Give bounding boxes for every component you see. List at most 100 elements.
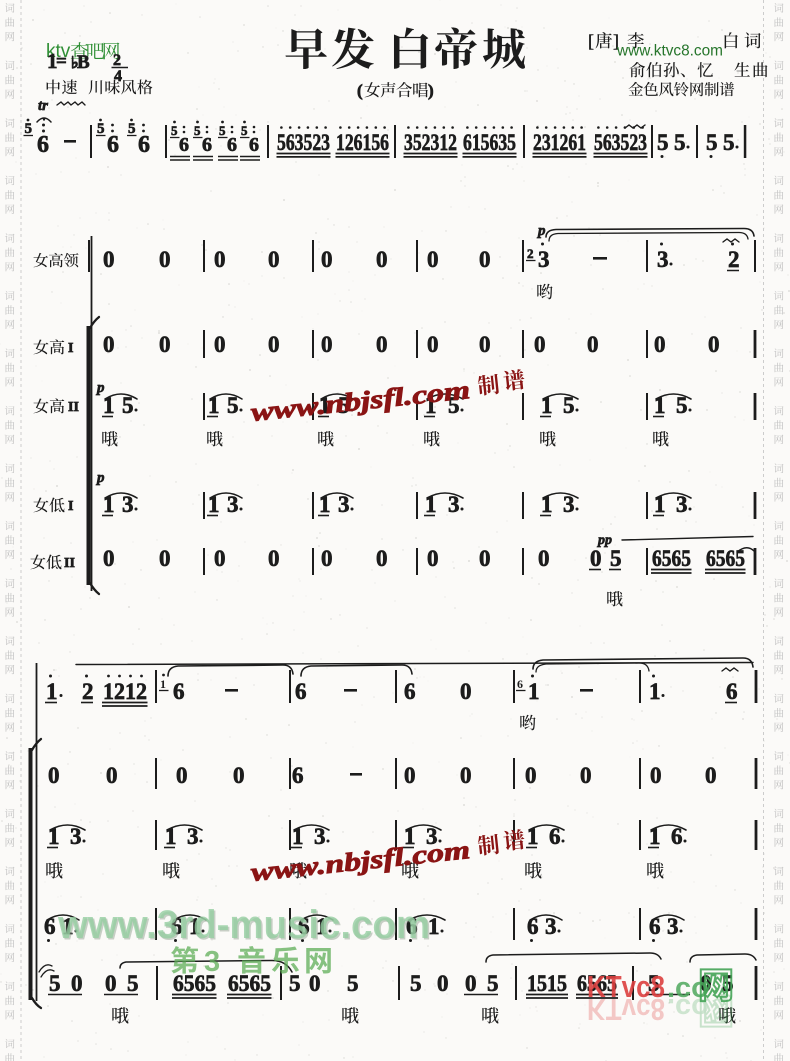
svg-text:5: 5 bbox=[448, 393, 460, 418]
svg-text:www.ktvc8.com: www.ktvc8.com bbox=[616, 43, 723, 60]
svg-text:0: 0 bbox=[71, 971, 83, 996]
svg-text:0: 0 bbox=[708, 332, 720, 357]
svg-text:p: p bbox=[536, 223, 546, 239]
svg-text:5: 5 bbox=[723, 130, 735, 155]
svg-text:6565: 6565 bbox=[173, 971, 216, 996]
svg-text:6: 6 bbox=[179, 134, 189, 156]
svg-text:5: 5 bbox=[657, 130, 669, 155]
svg-text:3: 3 bbox=[338, 492, 350, 517]
svg-text:5: 5 bbox=[289, 971, 301, 996]
svg-text:(: ( bbox=[357, 81, 363, 100]
svg-text:0: 0 bbox=[309, 971, 321, 996]
svg-text:0: 0 bbox=[159, 546, 171, 571]
svg-text:0: 0 bbox=[103, 247, 115, 272]
svg-text:II: II bbox=[64, 556, 75, 571]
svg-text:6565: 6565 bbox=[652, 546, 691, 571]
svg-text:3: 3 bbox=[448, 492, 460, 517]
svg-text:0: 0 bbox=[268, 546, 280, 571]
svg-text:0: 0 bbox=[268, 247, 280, 272]
svg-text:6: 6 bbox=[227, 134, 237, 156]
svg-text:2: 2 bbox=[82, 679, 94, 704]
svg-text:I: I bbox=[68, 341, 73, 356]
svg-text:3: 3 bbox=[657, 247, 669, 272]
svg-text:3: 3 bbox=[538, 247, 550, 272]
svg-text:0: 0 bbox=[103, 332, 115, 357]
svg-text:0: 0 bbox=[587, 332, 599, 357]
svg-text:=: = bbox=[56, 51, 67, 72]
svg-text:6: 6 bbox=[404, 679, 416, 704]
svg-text:0: 0 bbox=[214, 247, 226, 272]
svg-text:0: 0 bbox=[268, 332, 280, 357]
svg-text:0: 0 bbox=[705, 763, 717, 788]
svg-text:5: 5 bbox=[128, 121, 136, 137]
svg-text:5: 5 bbox=[194, 123, 201, 138]
svg-text:www.3rd-music.com: www.3rd-music.com bbox=[57, 903, 430, 947]
svg-text:0: 0 bbox=[214, 546, 226, 571]
svg-text:0: 0 bbox=[376, 332, 388, 357]
svg-text:6: 6 bbox=[202, 134, 212, 156]
svg-text:0: 0 bbox=[479, 332, 491, 357]
svg-text:6: 6 bbox=[295, 679, 307, 704]
svg-text:1: 1 bbox=[47, 49, 58, 73]
svg-text:0: 0 bbox=[465, 971, 477, 996]
svg-text:6: 6 bbox=[671, 824, 683, 849]
svg-text:♭: ♭ bbox=[71, 55, 79, 72]
svg-text:3: 3 bbox=[563, 492, 575, 517]
svg-text:1: 1 bbox=[528, 679, 540, 704]
svg-text:1: 1 bbox=[649, 679, 661, 704]
svg-text:3: 3 bbox=[227, 492, 239, 517]
svg-text:5: 5 bbox=[563, 393, 575, 418]
svg-text:2: 2 bbox=[728, 247, 740, 272]
svg-text:0: 0 bbox=[321, 546, 333, 571]
svg-text:5: 5 bbox=[648, 971, 660, 996]
svg-text:352312: 352312 bbox=[404, 130, 457, 156]
svg-text:5: 5 bbox=[122, 393, 134, 418]
svg-text:5: 5 bbox=[347, 971, 359, 996]
svg-text:0: 0 bbox=[437, 971, 449, 996]
svg-text:www.3rd-music.com: www.3rd-music.com bbox=[59, 905, 432, 949]
svg-text:3: 3 bbox=[70, 824, 82, 849]
svg-text:ktv: ktv bbox=[46, 41, 71, 62]
svg-text:tr: tr bbox=[38, 98, 48, 114]
svg-text:0: 0 bbox=[233, 763, 245, 788]
svg-text:KTvc8: KTvc8 bbox=[587, 992, 665, 1027]
svg-text:615635: 615635 bbox=[463, 130, 516, 156]
svg-text:1: 1 bbox=[316, 914, 328, 939]
svg-text:5: 5 bbox=[676, 393, 688, 418]
svg-text:5: 5 bbox=[706, 130, 718, 155]
svg-text:5: 5 bbox=[171, 123, 178, 138]
svg-text:B: B bbox=[77, 52, 90, 73]
svg-text:2: 2 bbox=[113, 52, 121, 69]
svg-text:563523: 563523 bbox=[594, 130, 647, 156]
svg-text:5: 5 bbox=[610, 546, 622, 571]
svg-text:563523: 563523 bbox=[277, 130, 330, 156]
svg-text:1: 1 bbox=[46, 679, 58, 704]
svg-text:.co: .co bbox=[667, 972, 709, 1004]
svg-text:6: 6 bbox=[107, 132, 119, 158]
svg-text:1515: 1515 bbox=[527, 971, 567, 996]
svg-text:0: 0 bbox=[48, 763, 60, 788]
svg-text:3: 3 bbox=[426, 824, 438, 849]
svg-text:0: 0 bbox=[479, 247, 491, 272]
svg-text:0: 0 bbox=[321, 332, 333, 357]
svg-text:6565: 6565 bbox=[706, 546, 745, 571]
svg-text:0: 0 bbox=[580, 763, 592, 788]
svg-text:p: p bbox=[95, 470, 105, 486]
svg-text:0: 0 bbox=[427, 546, 439, 571]
svg-text:0: 0 bbox=[159, 247, 171, 272]
svg-text:0: 0 bbox=[590, 546, 602, 571]
svg-text:0: 0 bbox=[376, 546, 388, 571]
svg-text:p: p bbox=[95, 380, 105, 396]
svg-text:0: 0 bbox=[106, 763, 118, 788]
svg-text:1: 1 bbox=[160, 677, 166, 691]
svg-text:3: 3 bbox=[122, 492, 134, 517]
svg-text:KTvc8: KTvc8 bbox=[587, 969, 665, 1004]
svg-text:3: 3 bbox=[314, 824, 326, 849]
svg-text:0: 0 bbox=[376, 247, 388, 272]
svg-text:6: 6 bbox=[292, 763, 304, 788]
svg-text:1: 1 bbox=[62, 914, 74, 939]
svg-text:126156: 126156 bbox=[336, 130, 389, 156]
svg-text:0: 0 bbox=[427, 332, 439, 357]
svg-text:5: 5 bbox=[487, 971, 499, 996]
svg-text:[: [ bbox=[588, 31, 594, 51]
